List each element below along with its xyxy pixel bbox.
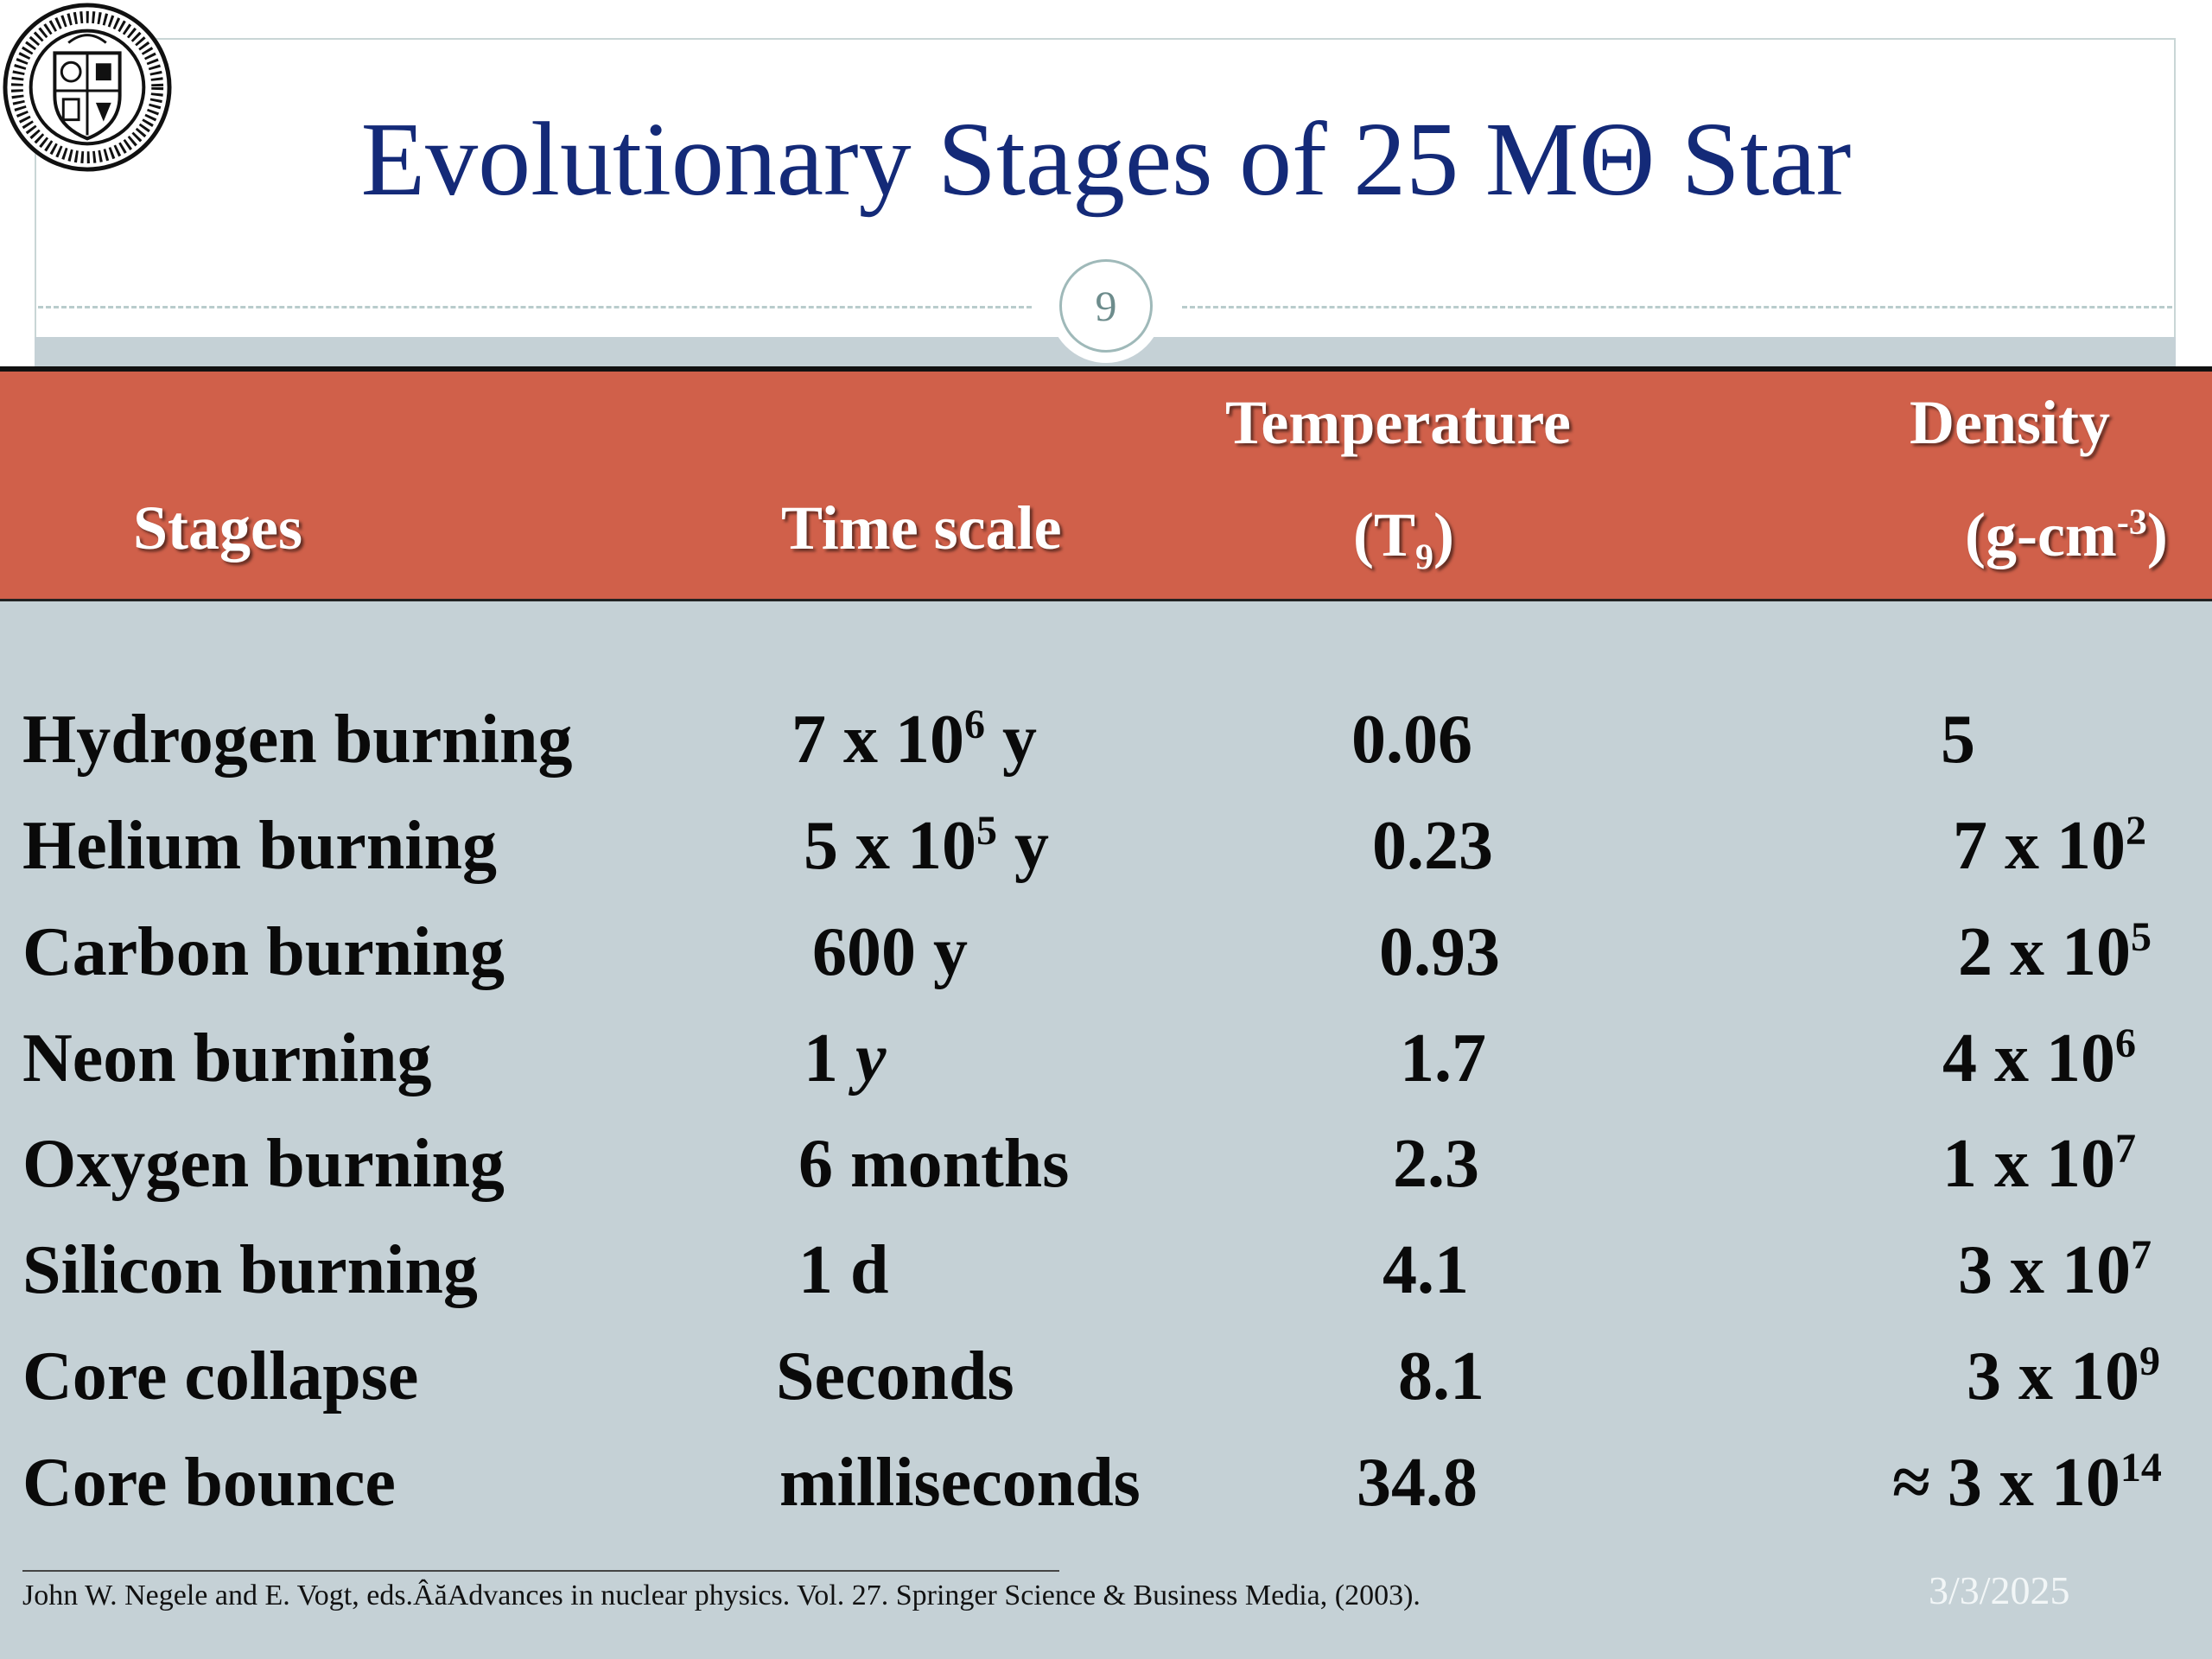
row-4-density: 4 x 106	[1942, 1020, 2136, 1096]
slide-date: 3/3/2025	[1929, 1568, 2070, 1612]
row-3-stage: Carbon burning	[22, 914, 505, 990]
row-3-time: 600 y	[812, 914, 968, 990]
row-4-temperature: 1.7	[1400, 1020, 1486, 1096]
page-number: 9	[1059, 259, 1153, 353]
row-8-temperature: 34.8	[1357, 1445, 1478, 1521]
row-5-temperature: 2.3	[1393, 1126, 1479, 1202]
title-frame	[35, 38, 2176, 366]
row-8-stage: Core bounce	[22, 1445, 396, 1521]
row-2-temperature: 0.23	[1372, 808, 1493, 884]
row-6-temperature: 4.1	[1382, 1232, 1469, 1308]
divider-right	[1182, 306, 2172, 308]
table-header-row	[0, 366, 2212, 601]
row-2-time: 5 x 105 y	[804, 808, 1049, 884]
row-3-density: 2 x 105	[1958, 914, 2152, 990]
row-6-stage: Silicon burning	[22, 1232, 478, 1308]
row-8-density: ≈ 3 x 1014	[1892, 1445, 2162, 1521]
header-time-scale: Time scale	[781, 493, 1062, 563]
header-temperature: Temperature	[1225, 388, 1571, 457]
institute-seal-logo-icon	[3, 3, 172, 172]
row-2-stage: Helium burning	[22, 808, 498, 884]
row-2-density: 7 x 102	[1953, 808, 2146, 884]
header-density-unit: (g-cm-3)	[1965, 500, 2168, 569]
row-7-temperature: 8.1	[1398, 1338, 1484, 1414]
citation-divider	[22, 1570, 1059, 1572]
header-temperature-unit: (T9)	[1353, 500, 1454, 578]
row-7-density: 3 x 109	[1967, 1338, 2160, 1414]
row-1-density: 5	[1941, 702, 1975, 778]
header-stages: Stages	[133, 493, 302, 563]
row-7-time: Seconds	[776, 1338, 1014, 1414]
page-number-badge: 9	[1049, 249, 1163, 363]
row-5-time: 6 months	[798, 1126, 1070, 1202]
slide-title: Evolutionary Stages of 25 MΘ Star	[360, 101, 1852, 218]
row-5-stage: Oxygen burning	[22, 1126, 505, 1202]
row-1-stage: Hydrogen burning	[22, 702, 573, 778]
row-7-stage: Core collapse	[22, 1338, 419, 1414]
row-1-time: 7 x 106 y	[791, 702, 1037, 778]
row-1-temperature: 0.06	[1351, 702, 1472, 778]
row-6-time: 1 d	[798, 1232, 889, 1308]
row-3-temperature: 0.93	[1379, 914, 1500, 990]
row-4-time: 1 y	[804, 1020, 887, 1096]
row-5-density: 1 x 107	[1942, 1126, 2136, 1202]
row-4-stage: Neon burning	[22, 1020, 432, 1096]
row-6-density: 3 x 107	[1958, 1232, 2152, 1308]
citation: John W. Negele and E. Vogt, eds.ÂăAdvanc…	[22, 1580, 1421, 1611]
divider-left	[38, 306, 1032, 308]
row-8-time: milliseconds	[779, 1445, 1141, 1521]
header-density: Density	[1910, 388, 2110, 457]
